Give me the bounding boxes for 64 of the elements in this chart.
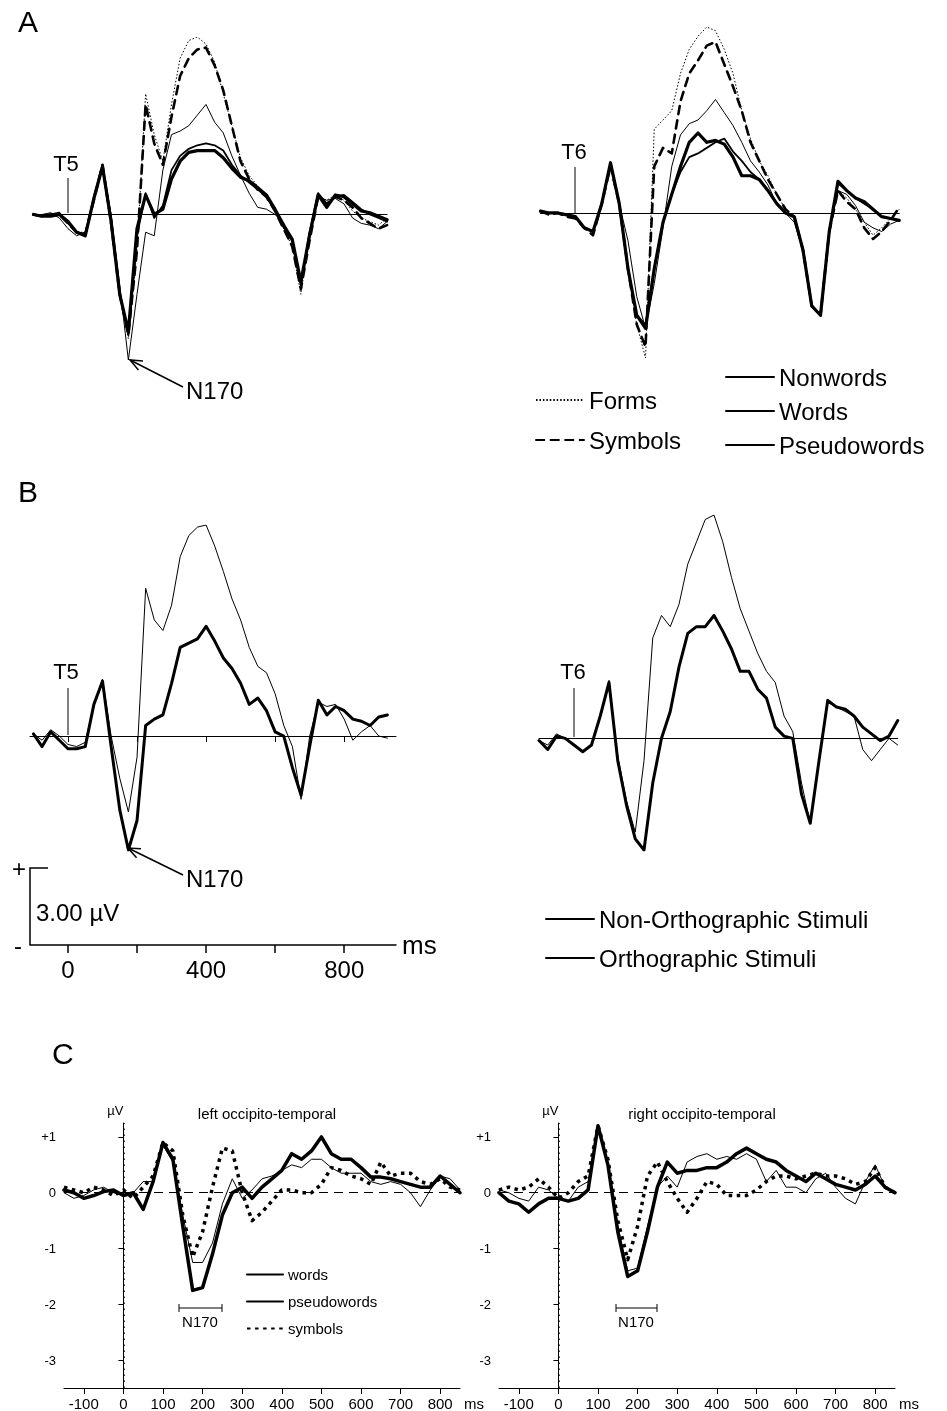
x-tick-label: 0 xyxy=(61,955,75,983)
x-tick-label: 200 xyxy=(625,1395,651,1411)
x-tick-label: 700 xyxy=(388,1395,414,1411)
legend-label: symbols xyxy=(288,1320,344,1337)
y-tick-label: -3 xyxy=(44,1352,56,1368)
x-tick-label: -100 xyxy=(68,1395,99,1411)
x-tick-label: 200 xyxy=(190,1395,216,1411)
y-tick-label: +1 xyxy=(476,1129,491,1145)
y-tick-label: -3 xyxy=(479,1352,491,1368)
x-tick-label: 400 xyxy=(186,955,227,983)
y-tick-label: -1 xyxy=(479,1241,491,1257)
y-tick-label: -2 xyxy=(479,1296,491,1312)
x-tick-label: 600 xyxy=(348,1395,374,1411)
x-tick-label: 800 xyxy=(324,955,365,983)
legend-label: Nonwords xyxy=(779,363,888,391)
x-tick-label: 600 xyxy=(783,1395,809,1411)
y-tick-label: 0 xyxy=(48,1185,56,1201)
y-axis-title: µV xyxy=(107,1103,124,1118)
chart-title: right occipito-temporal xyxy=(628,1105,776,1122)
legend-label: words xyxy=(287,1266,329,1283)
chart-title: left occipito-temporal xyxy=(197,1105,337,1122)
x-tick-label: 400 xyxy=(704,1395,730,1411)
text: + xyxy=(12,854,27,882)
x-tick-label: -100 xyxy=(503,1395,534,1411)
x-axis-title: ms xyxy=(402,930,437,960)
y-tick-label: -1 xyxy=(44,1241,56,1257)
legend-label: Forms xyxy=(589,386,657,414)
legend-label: Symbols xyxy=(589,426,682,454)
x-tick-label: 800 xyxy=(427,1395,453,1411)
x-tick-label: 500 xyxy=(308,1395,334,1411)
legend-label: Words xyxy=(779,397,848,425)
y-tick-label: 0 xyxy=(483,1185,491,1201)
text: N170 xyxy=(186,376,244,404)
text: - xyxy=(14,931,22,959)
text: N170 xyxy=(186,864,244,892)
y-axis-title: µV xyxy=(542,1103,559,1118)
x-tick-label: 100 xyxy=(585,1395,611,1411)
annotation: A xyxy=(18,4,39,38)
x-tick-label: 0 xyxy=(119,1395,128,1411)
legend-label: Pseudowords xyxy=(779,431,925,459)
annotation: T5 xyxy=(53,658,79,684)
annotation: N170 xyxy=(182,1313,218,1330)
x-tick-label: 300 xyxy=(664,1395,690,1411)
annotation: T6 xyxy=(560,658,586,684)
x-tick-label: 100 xyxy=(150,1395,176,1411)
x-tick-label: 500 xyxy=(743,1395,769,1411)
x-axis-title: ms xyxy=(464,1395,484,1411)
x-axis-title: ms xyxy=(899,1395,919,1411)
x-tick-label: 800 xyxy=(862,1395,888,1411)
annotation: T5 xyxy=(53,150,79,176)
annotation: T6 xyxy=(561,138,587,164)
annotation: N170 xyxy=(618,1313,654,1330)
legend-label: Orthographic Stimuli xyxy=(599,944,817,972)
text: B xyxy=(18,474,39,508)
y-tick-label: +1 xyxy=(41,1129,56,1145)
x-tick-label: 0 xyxy=(554,1395,563,1411)
x-tick-label: 700 xyxy=(823,1395,849,1411)
y-tick-label: -2 xyxy=(44,1296,56,1312)
text: C xyxy=(52,1036,74,1070)
x-tick-label: 300 xyxy=(229,1395,255,1411)
text: 3.00 µV xyxy=(36,898,120,926)
x-tick-label: 400 xyxy=(269,1395,295,1411)
legend-label: Non-Orthographic Stimuli xyxy=(599,905,869,933)
legend-label: pseudowords xyxy=(288,1293,378,1310)
